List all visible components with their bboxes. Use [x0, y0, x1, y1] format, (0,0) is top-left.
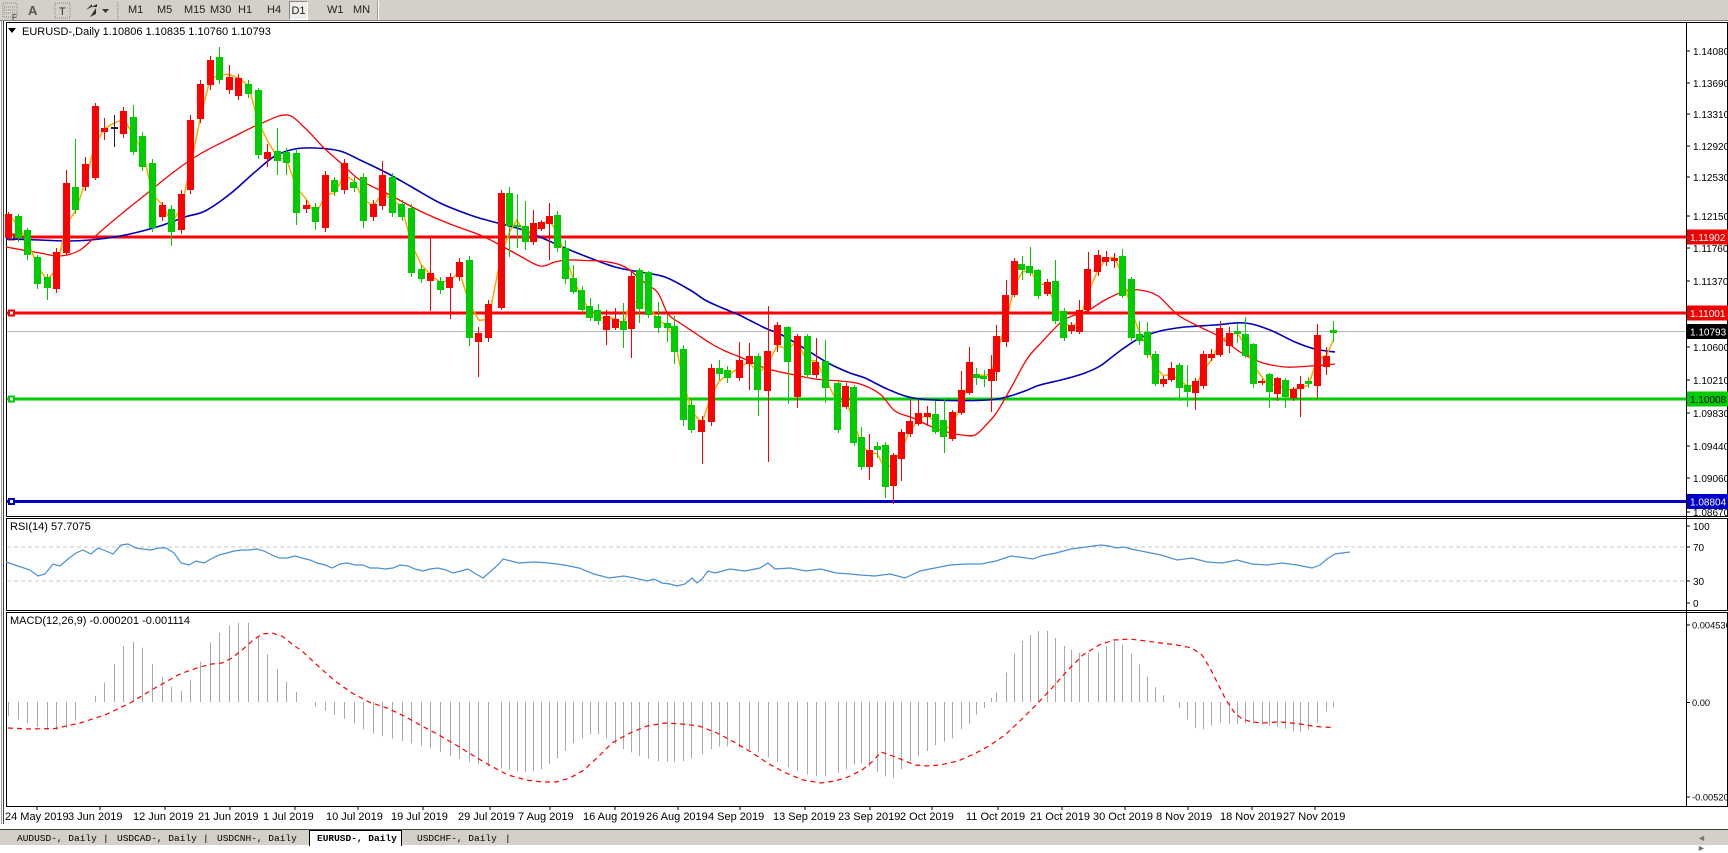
svg-text:7 Aug 2019: 7 Aug 2019: [518, 811, 574, 823]
svg-text:0.004536: 0.004536: [1692, 621, 1728, 631]
svg-text:1.10008: 1.10008: [1690, 395, 1727, 406]
svg-text:1.13310: 1.13310: [1693, 110, 1728, 121]
svg-text:8 Nov 2019: 8 Nov 2019: [1156, 811, 1212, 823]
svg-text:1.10210: 1.10210: [1693, 376, 1728, 387]
svg-text:1.09830: 1.09830: [1693, 409, 1728, 420]
svg-text:21 Oct 2019: 21 Oct 2019: [1030, 811, 1090, 823]
svg-text:10 Jul 2019: 10 Jul 2019: [326, 811, 383, 823]
svg-text:23 Sep 2019: 23 Sep 2019: [838, 811, 900, 823]
svg-text:1.11001: 1.11001: [1690, 309, 1726, 320]
svg-text:1.08804: 1.08804: [1690, 498, 1727, 509]
svg-text:RSI(14) 57.7075: RSI(14) 57.7075: [10, 521, 91, 533]
svg-text:1.12920: 1.12920: [1693, 142, 1728, 153]
svg-text:100: 100: [1693, 522, 1710, 533]
svg-text:18 Nov 2019: 18 Nov 2019: [1220, 811, 1282, 823]
svg-text:27 Nov 2019: 27 Nov 2019: [1283, 811, 1345, 823]
svg-text:1.09060: 1.09060: [1693, 474, 1728, 485]
svg-text:12 Jun 2019: 12 Jun 2019: [133, 811, 194, 823]
svg-text:1.14080: 1.14080: [1693, 47, 1728, 58]
svg-text:29 Jul 2019: 29 Jul 2019: [458, 811, 515, 823]
svg-text:2 Oct 2019: 2 Oct 2019: [900, 811, 954, 823]
svg-text:19 Jul 2019: 19 Jul 2019: [391, 811, 448, 823]
svg-text:26 Aug 2019: 26 Aug 2019: [646, 811, 708, 823]
svg-text:1.08670: 1.08670: [1693, 508, 1728, 519]
svg-text:1.13690: 1.13690: [1693, 79, 1728, 90]
svg-text:24 May 2019: 24 May 2019: [5, 811, 69, 823]
svg-text:1.11370: 1.11370: [1693, 277, 1728, 288]
svg-text:MACD(12,26,9) -0.000201 -0.001: MACD(12,26,9) -0.000201 -0.001114: [10, 615, 190, 627]
svg-text:-0.005205: -0.005205: [1692, 793, 1728, 803]
svg-text:F: F: [12, 13, 17, 21]
svg-text:4 Sep 2019: 4 Sep 2019: [708, 811, 764, 823]
svg-text:1.09440: 1.09440: [1693, 442, 1728, 453]
svg-text:1.11760: 1.11760: [1693, 244, 1728, 255]
svg-text:1.10793: 1.10793: [1690, 328, 1727, 339]
svg-text:21 Jun 2019: 21 Jun 2019: [198, 811, 259, 823]
svg-text:13 Sep 2019: 13 Sep 2019: [773, 811, 835, 823]
svg-text:1.12150: 1.12150: [1693, 212, 1728, 223]
svg-text:0: 0: [1693, 599, 1699, 610]
svg-text:1.12530: 1.12530: [1693, 173, 1728, 184]
svg-text:30 Oct 2019: 30 Oct 2019: [1093, 811, 1153, 823]
svg-text:1.10600: 1.10600: [1693, 343, 1728, 354]
svg-text:T: T: [59, 6, 66, 18]
svg-text:16 Aug 2019: 16 Aug 2019: [583, 811, 645, 823]
svg-text:1 Jul 2019: 1 Jul 2019: [263, 811, 314, 823]
svg-text:1.11902: 1.11902: [1690, 233, 1726, 244]
svg-text:11 Oct 2019: 11 Oct 2019: [966, 811, 1025, 823]
svg-text:EURUSD-,Daily 1.10806 1.10835: EURUSD-,Daily 1.10806 1.10835 1.10760 1.…: [22, 26, 271, 38]
svg-text:0.00: 0.00: [1692, 698, 1710, 708]
svg-text:30: 30: [1693, 577, 1705, 588]
svg-text:70: 70: [1693, 543, 1705, 554]
svg-text:3 Jun 2019: 3 Jun 2019: [68, 811, 122, 823]
